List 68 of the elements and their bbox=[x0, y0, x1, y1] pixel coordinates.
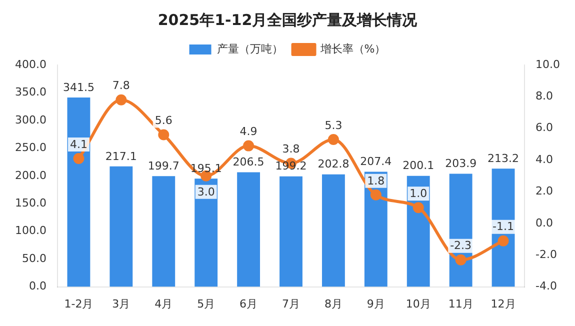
y-tick-label: 0.0 bbox=[28, 280, 46, 293]
data-label: 199.2 bbox=[275, 160, 307, 173]
data-label: 207.4 bbox=[360, 155, 392, 168]
x-tick-label: 4月 bbox=[154, 297, 173, 310]
x-tick-label: 11月 bbox=[448, 297, 474, 310]
x-tick-label: 7月 bbox=[282, 297, 300, 310]
y-tick-label: 50.0 bbox=[22, 252, 46, 265]
bar bbox=[194, 178, 218, 287]
x-tick-label: 10月 bbox=[406, 297, 431, 310]
y-tick-label: 100.0 bbox=[14, 224, 46, 238]
data-label: 200.1 bbox=[402, 159, 434, 172]
data-label: 3.0 bbox=[197, 185, 215, 198]
x-tick-label: 8月 bbox=[324, 297, 342, 310]
data-label: 5.6 bbox=[154, 114, 172, 128]
data-label: 1.0 bbox=[410, 186, 428, 200]
data-label: 4.1 bbox=[70, 138, 88, 151]
y2-tick-label: -4.0 bbox=[536, 280, 557, 293]
y2-tick-label: 0.0 bbox=[536, 216, 554, 230]
data-label: -2.3 bbox=[450, 239, 472, 252]
data-label: 7.8 bbox=[112, 79, 130, 92]
y-tick-label: 300.0 bbox=[14, 113, 46, 126]
y-tick-label: 250.0 bbox=[14, 141, 46, 154]
x-tick-label: 12月 bbox=[490, 297, 516, 310]
bar bbox=[322, 174, 345, 287]
legend-label: 增长率（%） bbox=[319, 42, 386, 56]
y2-tick-label: 4.0 bbox=[536, 152, 554, 166]
x-tick-label: 9月 bbox=[366, 297, 385, 310]
bar bbox=[110, 166, 133, 287]
data-label: 341.5 bbox=[62, 80, 94, 94]
y-tick-label: 200.0 bbox=[14, 168, 46, 182]
data-label: 1.8 bbox=[367, 174, 385, 188]
y-tick-label: 400.0 bbox=[14, 58, 46, 71]
point bbox=[370, 189, 382, 200]
point bbox=[328, 134, 339, 145]
point bbox=[455, 254, 466, 266]
x-tick-label: 5月 bbox=[197, 297, 216, 310]
bar bbox=[67, 97, 90, 287]
data-label: 5.3 bbox=[324, 118, 342, 132]
chart-title: 2025年1-12月全国纱产量及增长情况 bbox=[158, 10, 418, 29]
data-label: 4.9 bbox=[240, 125, 258, 138]
point bbox=[73, 152, 84, 164]
bar bbox=[237, 172, 260, 287]
y2-tick-label: 10.0 bbox=[536, 58, 560, 71]
y2-tick-label: 2.0 bbox=[536, 184, 554, 198]
y2-tick-label: 8.0 bbox=[536, 90, 554, 103]
data-label: 203.9 bbox=[445, 157, 477, 170]
point bbox=[158, 129, 170, 140]
point bbox=[116, 94, 127, 106]
bar bbox=[280, 176, 302, 287]
y-tick-label: 150.0 bbox=[14, 196, 46, 210]
data-label: 3.8 bbox=[282, 142, 300, 156]
y2-tick-label: 6.0 bbox=[536, 121, 554, 134]
bar bbox=[152, 176, 176, 287]
data-label: 199.7 bbox=[148, 159, 180, 172]
data-label: 213.2 bbox=[488, 152, 520, 165]
x-tick-label: 1-2月 bbox=[64, 297, 94, 310]
point bbox=[412, 202, 424, 214]
data-label: 217.1 bbox=[105, 150, 137, 163]
y2-tick-label: -2.0 bbox=[536, 248, 557, 261]
x-tick-label: 3月 bbox=[112, 297, 130, 310]
y-tick-label: 350.0 bbox=[14, 86, 46, 99]
data-label: 202.8 bbox=[318, 158, 350, 171]
data-label: 206.5 bbox=[232, 156, 264, 169]
x-tick-label: 6月 bbox=[240, 297, 258, 310]
data-label: -1.1 bbox=[492, 220, 514, 234]
point bbox=[498, 235, 509, 246]
legend-label: 产量（万吨） bbox=[216, 42, 283, 56]
point bbox=[243, 140, 254, 152]
